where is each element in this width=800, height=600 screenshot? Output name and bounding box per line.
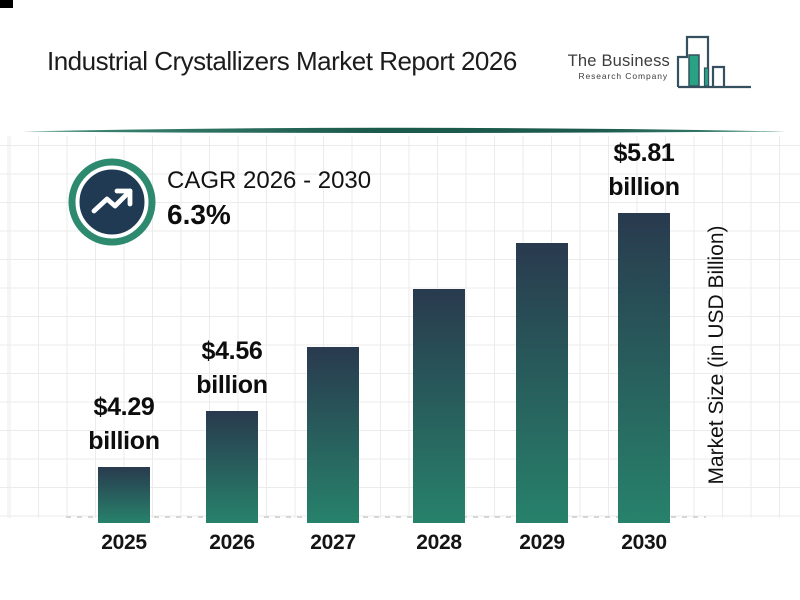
bar-2028 — [413, 289, 465, 523]
bar-2030 — [618, 213, 670, 523]
x-tick-2025: 2025 — [101, 531, 147, 554]
brand-subtitle: Research Company — [578, 70, 668, 81]
value-label-line: $4.29 — [93, 393, 155, 421]
x-tick-2030: 2030 — [621, 531, 667, 554]
logo-bars-icon — [676, 35, 751, 89]
cagr-value: 6.3% — [167, 199, 231, 230]
header-divider — [22, 127, 786, 133]
value-label-line: $5.81 — [613, 139, 675, 167]
bar-2029 — [516, 243, 568, 523]
x-tick-2026: 2026 — [209, 531, 255, 554]
page-title: Industrial Crystallizers Market Report 2… — [47, 46, 517, 76]
corner-artifact — [0, 0, 13, 8]
value-label-line: billion — [196, 371, 268, 399]
bar-2025 — [98, 467, 150, 523]
y-axis-title: Market Size (in USD Billion) — [705, 225, 728, 485]
value-label-line: billion — [608, 173, 680, 201]
bar-2027 — [307, 347, 359, 523]
trending-up-icon — [68, 158, 156, 246]
x-axis-baseline — [66, 516, 706, 518]
brand-logo-text: The Business Research Company — [540, 53, 670, 80]
value-label-line: billion — [88, 427, 160, 455]
value-label-2026: $4.56 billion — [152, 334, 312, 402]
brand-name: The Business — [567, 52, 670, 70]
x-tick-2027: 2027 — [310, 531, 356, 554]
bar-2026 — [206, 411, 258, 523]
cagr-period-label: CAGR 2026 - 2030 — [167, 167, 372, 194]
x-tick-2028: 2028 — [416, 531, 462, 554]
value-label-2030: $5.81 billion — [564, 136, 724, 204]
x-tick-2029: 2029 — [519, 531, 565, 554]
value-label-2025: $4.29 billion — [44, 390, 204, 458]
value-label-line: $4.56 — [201, 337, 263, 365]
